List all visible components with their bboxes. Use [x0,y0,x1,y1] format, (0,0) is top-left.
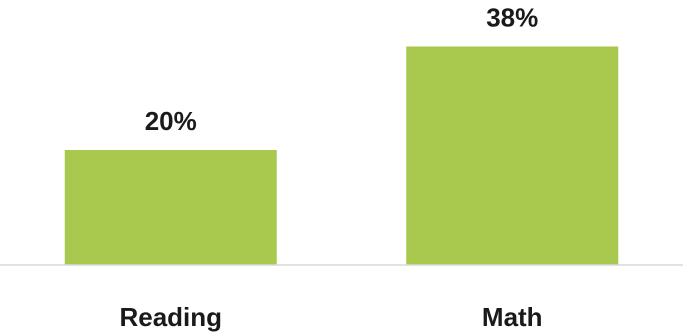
data-label-reading: 20% [145,106,197,136]
category-label-math: Math [482,302,543,332]
bars-group [64,46,619,265]
labels-group: 20% Reading 38% Math [119,3,542,333]
bar-math [406,46,619,265]
bar-reading [64,150,277,265]
data-label-math: 38% [486,3,538,33]
category-label-reading: Reading [119,302,222,332]
